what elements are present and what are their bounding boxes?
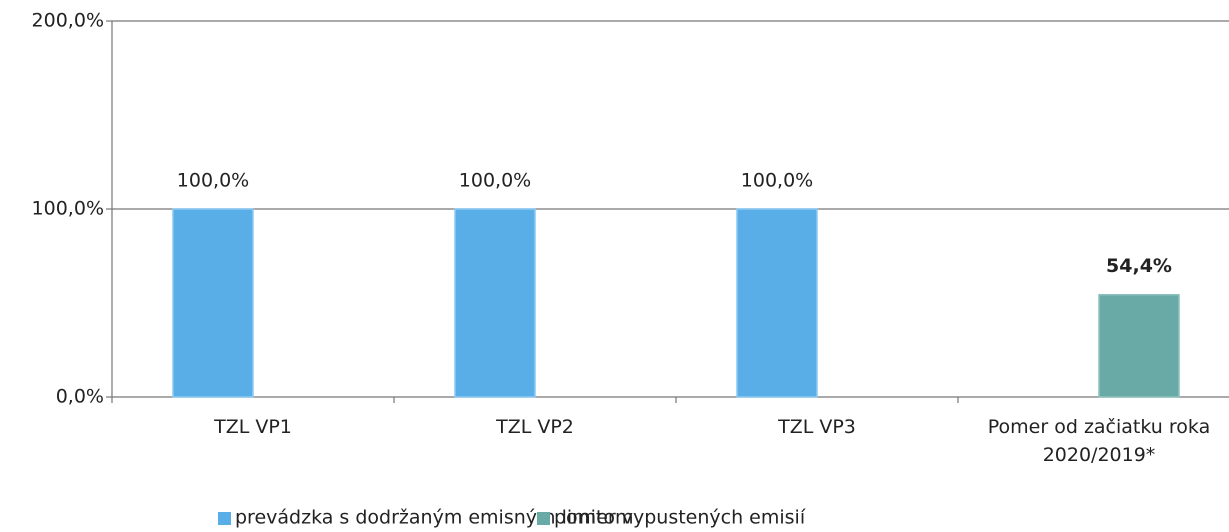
legend-swatch bbox=[537, 512, 550, 525]
data-label: 100,0% bbox=[741, 170, 813, 192]
x-tick-label: TZL VP2 bbox=[496, 416, 574, 438]
x-tick-label: Pomer od začiatku roka 2020/2019* bbox=[987, 416, 1211, 466]
data-label: 100,0% bbox=[177, 170, 249, 192]
bar bbox=[172, 208, 254, 398]
legend-label: pomer vypustených emisií bbox=[554, 507, 806, 529]
legend-label: prevádzka s dodržaným emisným limitom bbox=[235, 507, 634, 529]
x-tick-label-box: TZL VP3 bbox=[778, 416, 856, 438]
data-label: 100,0% bbox=[459, 170, 531, 192]
x-tick-label-box: Pomer od začiatku roka 2020/2019* bbox=[987, 416, 1211, 466]
bar bbox=[1098, 293, 1180, 398]
data-label: 54,4% bbox=[1106, 255, 1172, 277]
x-tick-label: TZL VP1 bbox=[214, 416, 292, 438]
y-tick-label: 0,0% bbox=[56, 386, 104, 408]
x-tick-label-box: TZL VP1 bbox=[214, 416, 292, 438]
bar bbox=[736, 208, 818, 398]
legend-swatch bbox=[218, 512, 231, 525]
x-tick-label: TZL VP3 bbox=[778, 416, 856, 438]
y-tick-label: 200,0% bbox=[32, 10, 104, 32]
y-tick-label: 100,0% bbox=[32, 198, 104, 220]
bar bbox=[454, 208, 536, 398]
x-tick-label-box: TZL VP2 bbox=[496, 416, 574, 438]
